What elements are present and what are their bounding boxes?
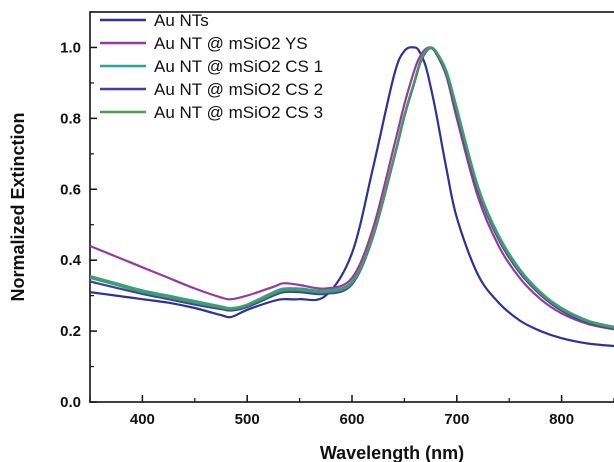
series-line-1 (89, 46, 614, 348)
series-lines (89, 46, 614, 348)
y-axis-title: Normalized Extinction (8, 112, 28, 301)
legend-label: Au NT @ mSiO2 CS 3 (154, 103, 323, 122)
legend-label: Au NT @ mSiO2 CS 1 (154, 57, 323, 76)
series-line-2 (89, 46, 614, 331)
y-tick-label: 0.8 (60, 110, 81, 127)
plot-frame (89, 11, 614, 403)
y-tick-label: 0.0 (60, 394, 81, 411)
y-tick-label: 0.2 (60, 323, 81, 340)
x-tick-label: 600 (339, 411, 364, 428)
x-tick-label: 500 (235, 411, 260, 428)
x-tick-label: 700 (444, 411, 469, 428)
x-tick-label: 800 (549, 411, 574, 428)
legend-label: Au NT @ mSiO2 YS (154, 34, 308, 53)
series-line-5 (89, 46, 614, 329)
x-axis-title: Wavelength (nm) (320, 443, 464, 462)
axes: 400 500 600 700 800 0.0 0.2 0.4 0.6 0.8 1.0 Wavelen… (8, 11, 614, 462)
legend-label: Au NT @ mSiO2 CS 2 (154, 80, 323, 99)
y-tick-label: 1.0 (60, 39, 81, 56)
legend-label: Au NTs (154, 11, 209, 30)
y-tick-label: 0.6 (60, 181, 81, 198)
legend: Au NTs Au NT @ mSiO2 YS Au NT @ mSiO2 CS 1… (100, 11, 323, 122)
x-tick-label: 400 (130, 411, 155, 428)
y-tick-label: 0.4 (60, 252, 82, 269)
